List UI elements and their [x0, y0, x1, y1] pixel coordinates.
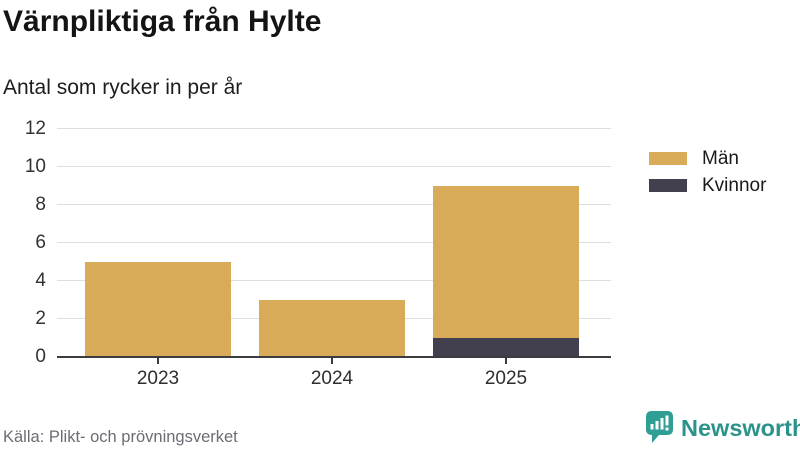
gridline-y4 — [57, 279, 611, 282]
chart-subtitle: Antal som rycker in per år — [3, 76, 243, 99]
y-tick-label: 0 — [35, 345, 46, 367]
x-tick-label-2025: 2025 — [484, 368, 528, 389]
x-tick-mark — [505, 358, 507, 364]
y-tick-label: 2 — [35, 307, 46, 329]
legend: Män Kvinnor — [649, 145, 766, 199]
y-tick-label: 10 — [24, 155, 46, 177]
bar-2024-män — [259, 299, 405, 357]
x-tick-label-2024: 2024 — [310, 368, 354, 389]
legend-label: Kvinnor — [702, 174, 767, 196]
legend-item-kvinnor: Kvinnor — [649, 172, 766, 199]
gridline-y8 — [57, 203, 611, 206]
legend-label: Män — [702, 147, 739, 169]
x-axis-line — [57, 355, 611, 358]
y-tick-label: 6 — [35, 231, 46, 253]
y-tick-label: 4 — [35, 269, 46, 291]
x-tick-mark — [331, 358, 333, 364]
bar-2023-män — [85, 261, 231, 357]
gridline-y6 — [57, 241, 611, 244]
y-tick-label: 8 — [35, 193, 46, 215]
legend-item-män: Män — [649, 145, 766, 172]
source-note: Källa: Plikt- och prövningsverket — [3, 428, 238, 446]
y-tick-label: 12 — [24, 117, 46, 139]
newsworthy-brand: Newsworthy — [644, 410, 800, 445]
chart-title: Värnpliktiga från Hylte — [3, 5, 322, 38]
gridline-y12 — [57, 127, 611, 130]
legend-swatch-icon — [649, 152, 687, 165]
x-tick-label-2023: 2023 — [136, 368, 180, 389]
brand-name: Newsworthy — [681, 415, 800, 441]
gridline-y10 — [57, 165, 611, 168]
x-tick-mark — [157, 358, 159, 364]
bar-2025-kvinnor — [433, 337, 579, 357]
newsworthy-logo-icon — [646, 411, 673, 443]
legend-swatch-icon — [649, 179, 687, 192]
bar-2025-män — [433, 185, 579, 338]
